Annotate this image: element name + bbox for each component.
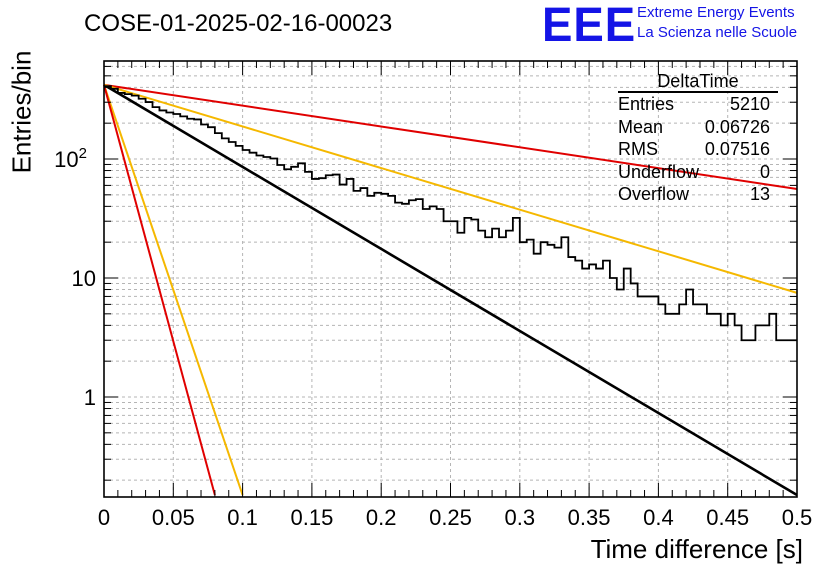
- curve-model: [103, 84, 216, 496]
- eee-logo: EEE: [542, 0, 637, 52]
- stats-row-underflow: Underflow 0: [612, 161, 782, 184]
- stats-label: Entries: [618, 94, 675, 114]
- y-axis-label: Entries/bin: [6, 50, 37, 174]
- x-axis-label: Time difference [s]: [590, 534, 803, 564]
- x-tick-label: 0.4: [643, 505, 674, 530]
- x-tick-label: 0.45: [706, 505, 749, 530]
- stats-row-overflow: Overflow 13: [612, 183, 782, 206]
- y-tick-label: 102: [54, 145, 87, 172]
- x-tick-label: 0.15: [290, 505, 333, 530]
- axis-ticks: [103, 61, 798, 497]
- x-tick-label: 0.35: [568, 505, 611, 530]
- y-tick-label: 1: [84, 385, 96, 410]
- x-tick-label: 0: [98, 505, 110, 530]
- x-tick-label: 0.1: [227, 505, 258, 530]
- plot-title: COSE-01-2025-02-16-00023: [84, 10, 393, 37]
- stats-title: DeltaTime: [618, 71, 778, 93]
- x-tick-label: 0.2: [366, 505, 397, 530]
- x-tick-label: 0.5: [782, 505, 813, 530]
- model-curves: [103, 83, 798, 497]
- org-name-line1: Extreme Energy Events: [637, 4, 795, 21]
- stats-label: Overflow: [618, 184, 690, 204]
- x-tick-label: 0.3: [505, 505, 536, 530]
- stats-label: Underflow: [618, 161, 700, 182]
- axis-tick-labels: 0 0.05 0.1 0.15 0.2 0.25 0.3 0.35 0.4 0.45 0.5 1 10 1…: [54, 145, 812, 530]
- stats-value: 5210: [729, 94, 770, 114]
- stats-row-entries: Entries 5210: [612, 93, 782, 116]
- curve-model: [103, 83, 798, 294]
- curve-model: [103, 83, 798, 190]
- stats-value: 0: [759, 161, 770, 182]
- grid: [104, 61, 797, 497]
- stats-value: 0.06726: [704, 116, 770, 137]
- stats-label: RMS: [618, 139, 658, 159]
- x-tick-label: 0.05: [152, 505, 195, 530]
- stats-row-mean: Mean 0.06726: [612, 116, 782, 139]
- stats-value: 0.07516: [704, 139, 770, 159]
- stats-label: Mean: [618, 116, 664, 137]
- stats-value: 13: [749, 184, 770, 204]
- curve-model: [103, 84, 244, 496]
- histogram-series: [104, 85, 797, 342]
- org-name-line2: La Scienza nelle Scuole: [637, 24, 798, 41]
- stats-box: DeltaTime Entries 5210 Mean 0.06726 RMS …: [612, 71, 782, 206]
- stats-row-rms: RMS 0.07516: [612, 138, 782, 161]
- x-tick-label: 0.25: [429, 505, 472, 530]
- y-tick-label: 10: [72, 266, 96, 291]
- histogram-steps: [104, 85, 797, 342]
- curve-fit: [103, 83, 798, 497]
